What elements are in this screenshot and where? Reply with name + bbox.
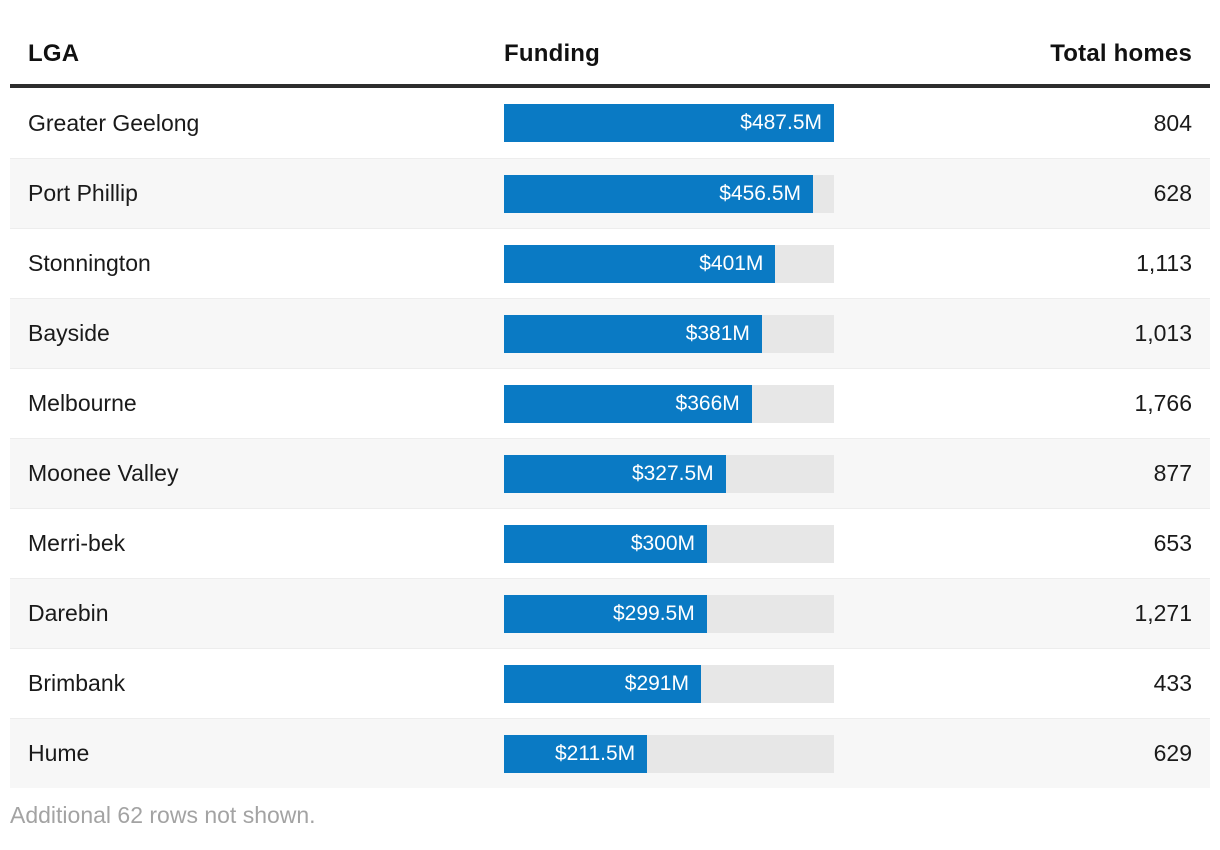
funding-bar-label: $487.5M: [740, 111, 822, 134]
funding-bar-label: $291M: [624, 671, 689, 695]
total-homes-cell: 1,766: [1134, 390, 1192, 416]
funding-bar: $456.5M: [504, 174, 813, 213]
table-body: Greater Geelong $487.5M 804 Port Phillip…: [10, 88, 1210, 788]
funding-cell: $299.5M: [504, 594, 834, 633]
column-header-funding: Funding: [504, 40, 601, 67]
table-row: Bayside $381M 1,013: [10, 298, 1210, 368]
column-header-lga: LGA: [28, 40, 80, 67]
lga-cell: Greater Geelong: [28, 109, 200, 136]
total-homes-cell: 433: [1153, 670, 1192, 696]
table-row: Stonnington $401M 1,113: [10, 228, 1210, 298]
table-row: Hume $211.5M 629: [10, 718, 1210, 788]
funding-bar-track: $487.5M: [504, 104, 834, 142]
lga-cell: Stonnington: [28, 250, 151, 276]
funding-bar-track: $211.5M: [504, 734, 834, 773]
funding-cell: $487.5M: [504, 104, 834, 142]
funding-cell: $327.5M: [504, 454, 834, 493]
lga-cell: Merri-bek: [28, 530, 126, 556]
column-header-total-homes: Total homes: [1050, 40, 1192, 67]
funding-bar-track: $327.5M: [504, 454, 834, 493]
lga-cell: Hume: [28, 740, 90, 766]
funding-bar-track: $300M: [504, 524, 834, 563]
table-row: Merri-bek $300M 653: [10, 508, 1210, 578]
funding-bar: $300M: [504, 524, 708, 563]
table-row: Melbourne $366M 1,766: [10, 368, 1210, 438]
funding-bar: $291M: [504, 664, 701, 703]
funding-cell: $300M: [504, 524, 834, 563]
funding-bar: $487.5M: [504, 104, 834, 142]
funding-bar-label: $401M: [699, 251, 764, 275]
lga-cell: Moonee Valley: [28, 460, 179, 486]
funding-bar: $327.5M: [504, 454, 726, 493]
table-row: Brimbank $291M 433: [10, 648, 1210, 718]
total-homes-cell: 628: [1153, 180, 1192, 206]
funding-cell: $381M: [504, 314, 834, 353]
funding-bar-track: $299.5M: [504, 594, 834, 633]
funding-bar: $299.5M: [504, 594, 707, 633]
table-row: Darebin $299.5M 1,271: [10, 578, 1210, 648]
funding-bar-label: $299.5M: [613, 601, 695, 625]
funding-bar-label: $381M: [685, 321, 750, 345]
funding-bar-track: $366M: [504, 384, 834, 423]
funding-bar-track: $401M: [504, 244, 834, 283]
lga-cell: Port Phillip: [28, 180, 138, 206]
total-homes-cell: 653: [1153, 530, 1192, 556]
lga-cell: Bayside: [28, 320, 110, 346]
funding-cell: $291M: [504, 664, 834, 703]
funding-bar-label: $211.5M: [554, 741, 636, 765]
table-row: Greater Geelong $487.5M 804: [10, 88, 1210, 158]
lga-cell: Darebin: [28, 600, 109, 626]
lga-funding-table: LGA Funding Total homes Greater Geelong …: [10, 0, 1210, 788]
funding-bar-label: $456.5M: [719, 181, 801, 205]
funding-bar: $366M: [504, 384, 752, 423]
funding-bar-track: $381M: [504, 314, 834, 353]
total-homes-cell: 1,271: [1134, 600, 1192, 626]
total-homes-cell: 877: [1153, 460, 1192, 486]
funding-bar-track: $456.5M: [504, 174, 834, 213]
funding-bar: $401M: [504, 244, 776, 283]
funding-cell: $211.5M: [504, 734, 834, 773]
funding-bar-track: $291M: [504, 664, 834, 703]
funding-bar-label: $327.5M: [631, 461, 714, 485]
total-homes-cell: 1,113: [1136, 250, 1192, 276]
lga-cell: Brimbank: [28, 670, 126, 696]
lga-cell: Melbourne: [28, 390, 137, 416]
table-header-row: LGA Funding Total homes: [10, 0, 1210, 88]
rows-not-shown-note: Additional 62 rows not shown.: [10, 802, 316, 828]
total-homes-cell: 804: [1153, 109, 1192, 136]
funding-cell: $401M: [504, 244, 834, 283]
funding-bar-label: $366M: [675, 391, 740, 415]
funding-bar: $381M: [504, 314, 762, 353]
funding-bar-label: $300M: [630, 531, 696, 555]
funding-cell: $366M: [504, 384, 834, 423]
funding-cell: $456.5M: [504, 174, 834, 213]
table-row: Port Phillip $456.5M 628: [10, 158, 1210, 228]
funding-bar: $211.5M: [504, 734, 648, 773]
total-homes-cell: 629: [1153, 740, 1192, 766]
total-homes-cell: 1,013: [1134, 320, 1192, 346]
table-row: Moonee Valley $327.5M 877: [10, 438, 1210, 508]
